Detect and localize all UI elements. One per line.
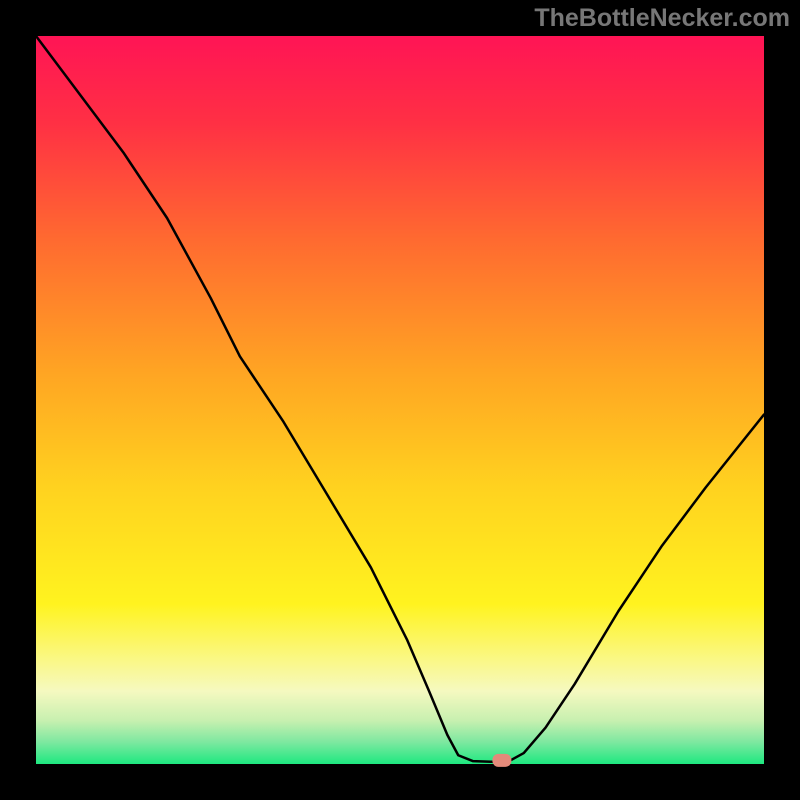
watermark-text: TheBottleNecker.com [534, 4, 790, 33]
bottleneck-chart [0, 0, 800, 800]
optimal-marker [492, 754, 511, 767]
chart-container: TheBottleNecker.com [0, 0, 800, 800]
plot-background [36, 36, 764, 764]
